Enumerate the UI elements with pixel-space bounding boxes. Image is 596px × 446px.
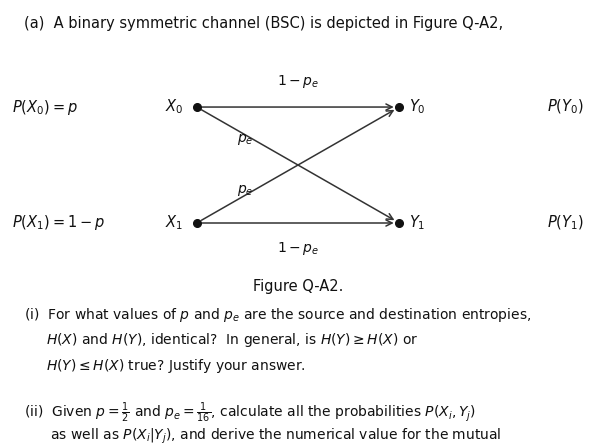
Text: $H(Y) \leq H(X)$ true? Justify your answer.: $H(Y) \leq H(X)$ true? Justify your answ… — [24, 357, 306, 375]
Text: $p_e$: $p_e$ — [237, 183, 254, 198]
Text: $Y_1$: $Y_1$ — [409, 214, 426, 232]
Text: $P(Y_1)$: $P(Y_1)$ — [547, 214, 584, 232]
Text: $P(Y_0)$: $P(Y_0)$ — [547, 98, 584, 116]
Text: $1 - p_e$: $1 - p_e$ — [277, 73, 319, 90]
Text: $H(X)$ and $H(Y)$, identical?  In general, is $H(Y) \geq H(X)$ or: $H(X)$ and $H(Y)$, identical? In general… — [24, 331, 418, 349]
Text: $p_e$: $p_e$ — [237, 132, 254, 147]
Text: Figure Q-A2.: Figure Q-A2. — [253, 279, 343, 294]
Text: (i)  For what values of $p$ and $p_e$ are the source and destination entropies,: (i) For what values of $p$ and $p_e$ are… — [24, 306, 531, 323]
Text: $P(X_1) = 1-p$: $P(X_1) = 1-p$ — [12, 214, 105, 232]
Text: $P(X_0) = p$: $P(X_0) = p$ — [12, 98, 77, 116]
Text: $X_0$: $X_0$ — [165, 98, 184, 116]
Text: (ii)  Given $p = \frac{1}{2}$ and $p_e = \frac{1}{16}$, calculate all the probab: (ii) Given $p = \frac{1}{2}$ and $p_e = … — [24, 401, 476, 425]
Text: (a)  A binary symmetric channel (BSC) is depicted in Figure Q-A2,: (a) A binary symmetric channel (BSC) is … — [24, 16, 503, 31]
Text: $X_1$: $X_1$ — [166, 214, 184, 232]
Text: as well as $P(X_i|Y_j)$, and derive the numerical value for the mutual: as well as $P(X_i|Y_j)$, and derive the … — [24, 427, 501, 446]
Text: $Y_0$: $Y_0$ — [409, 98, 426, 116]
Text: $1 - p_e$: $1 - p_e$ — [277, 240, 319, 257]
